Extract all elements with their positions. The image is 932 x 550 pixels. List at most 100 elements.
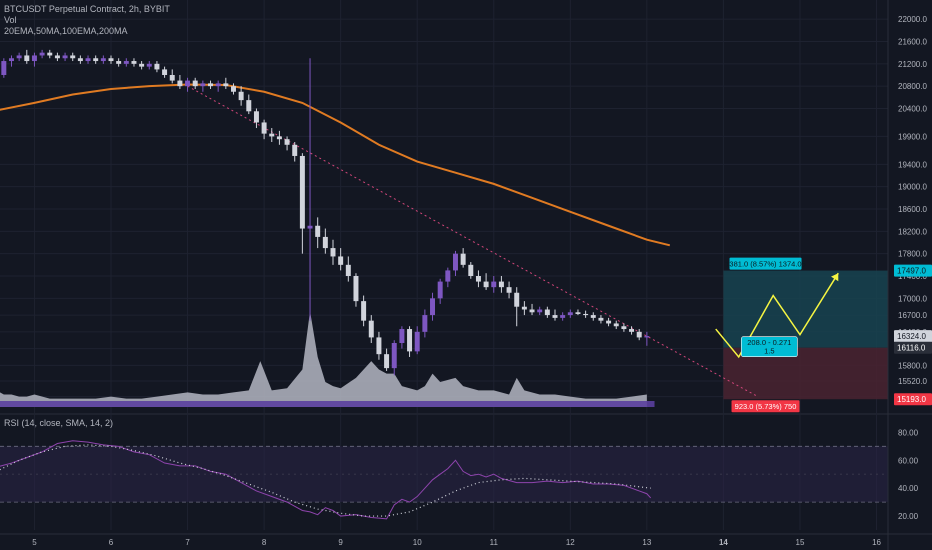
candle-body — [253, 111, 259, 123]
candle-body — [246, 100, 252, 112]
time-tick-label: 13 — [642, 538, 651, 547]
time-tick-label: 16 — [872, 538, 881, 547]
ema-legend: 20EMA,50MA,100EMA,200MA — [4, 26, 128, 36]
candle-body — [131, 61, 137, 64]
candle-body — [47, 52, 53, 56]
price-marker-label: 15193.0 — [897, 395, 926, 404]
candle-body — [100, 58, 106, 62]
price-marker-bg — [894, 341, 932, 354]
candle-body — [529, 309, 535, 313]
price-tick-label: 19900.0 — [898, 132, 927, 141]
candle-body — [629, 329, 635, 332]
candle-body — [345, 264, 351, 276]
candle-body — [613, 323, 619, 327]
candle-body — [223, 83, 229, 87]
price-tick-label: 15800.0 — [898, 361, 927, 370]
candle-body — [506, 287, 512, 293]
rsi-tick-label: 80.00 — [898, 428, 919, 437]
candle-body — [77, 58, 83, 62]
projection-path — [715, 272, 839, 359]
time-tick-label: 12 — [566, 538, 575, 547]
projection-arrowhead — [831, 273, 839, 282]
candle-body — [284, 139, 290, 145]
candle-body — [208, 83, 214, 87]
candle-body — [361, 301, 367, 321]
time-tick-label: 5 — [32, 538, 37, 547]
price-marker-bg — [894, 330, 932, 343]
volume-base — [0, 401, 655, 407]
candle-body — [621, 326, 627, 330]
candle-body — [269, 133, 275, 137]
candle-body — [154, 63, 160, 70]
volume-legend: Vol — [4, 15, 17, 25]
price-marker-label: 16324.0 — [897, 332, 926, 341]
rsi-sma-line — [0, 444, 651, 517]
candle-body — [368, 320, 374, 338]
candle-body — [606, 320, 612, 324]
price-tick-label: 15520.0 — [898, 377, 927, 386]
candle-body — [62, 55, 68, 59]
target-zone — [723, 270, 888, 348]
candle-body — [399, 329, 405, 343]
price-tick-label: 20400.0 — [898, 105, 927, 114]
candle-body — [108, 58, 114, 62]
target-label: 1381.0 (8.57%) 1374.05 — [725, 260, 805, 269]
candle-body — [575, 312, 581, 314]
candle-body — [475, 276, 481, 282]
ma200-line — [0, 83, 671, 247]
candle-body — [483, 281, 489, 288]
ratio-label-line2: 1.5 — [764, 347, 774, 356]
candle-body — [200, 83, 206, 87]
trend-line — [187, 85, 759, 398]
candle-body — [376, 337, 382, 355]
candle-body — [39, 52, 45, 56]
time-tick-label: 11 — [490, 538, 499, 547]
candle-body — [468, 264, 474, 276]
time-tick-label: 9 — [338, 538, 343, 547]
candle-body — [430, 298, 436, 316]
price-tick-label: 18600.0 — [898, 205, 927, 214]
target-label-bg — [729, 257, 802, 270]
price-tick-label: 19000.0 — [898, 183, 927, 192]
stop-label-bg — [731, 400, 800, 413]
candle-body — [560, 315, 566, 318]
candle-body — [552, 315, 558, 318]
candle-body — [307, 225, 313, 229]
candle-body — [8, 58, 14, 62]
rsi-legend: RSI (14, close, SMA, 14, 2) — [4, 418, 114, 428]
candle-body — [192, 80, 198, 87]
candle-body — [261, 122, 267, 134]
price-tick-label: 17800.0 — [898, 250, 927, 259]
candle-body — [598, 317, 604, 321]
price-tick-label: 16700.0 — [898, 311, 927, 320]
candle-body — [583, 313, 589, 316]
candle-body — [177, 80, 183, 87]
candle-body — [276, 136, 282, 140]
candle-body — [452, 253, 458, 271]
candle-body — [498, 281, 504, 288]
candle-body — [24, 55, 30, 62]
ratio-label-line1: 208.0 - 0.271 — [747, 338, 791, 347]
candle-body — [491, 281, 497, 288]
price-tick-label: 22000.0 — [898, 15, 927, 24]
time-tick-label: 14 — [719, 538, 728, 547]
candle-body — [146, 63, 152, 67]
candle-body — [644, 336, 650, 338]
candle-body — [230, 86, 236, 92]
rsi-tick-label: 20.00 — [898, 512, 919, 521]
candle-body — [322, 236, 328, 249]
candle-body — [514, 292, 520, 307]
candle-body — [299, 155, 305, 229]
time-tick-label: 6 — [109, 538, 114, 547]
candle-body — [330, 248, 336, 257]
candle-body — [590, 315, 596, 318]
ratio-box — [741, 336, 798, 357]
candle-body — [162, 69, 168, 75]
candle-body — [567, 312, 573, 316]
candle-body — [16, 55, 22, 59]
candle-body — [292, 144, 298, 156]
price-tick-label: 18200.0 — [898, 227, 927, 236]
candle-body — [391, 343, 397, 369]
candle-body — [445, 270, 451, 282]
